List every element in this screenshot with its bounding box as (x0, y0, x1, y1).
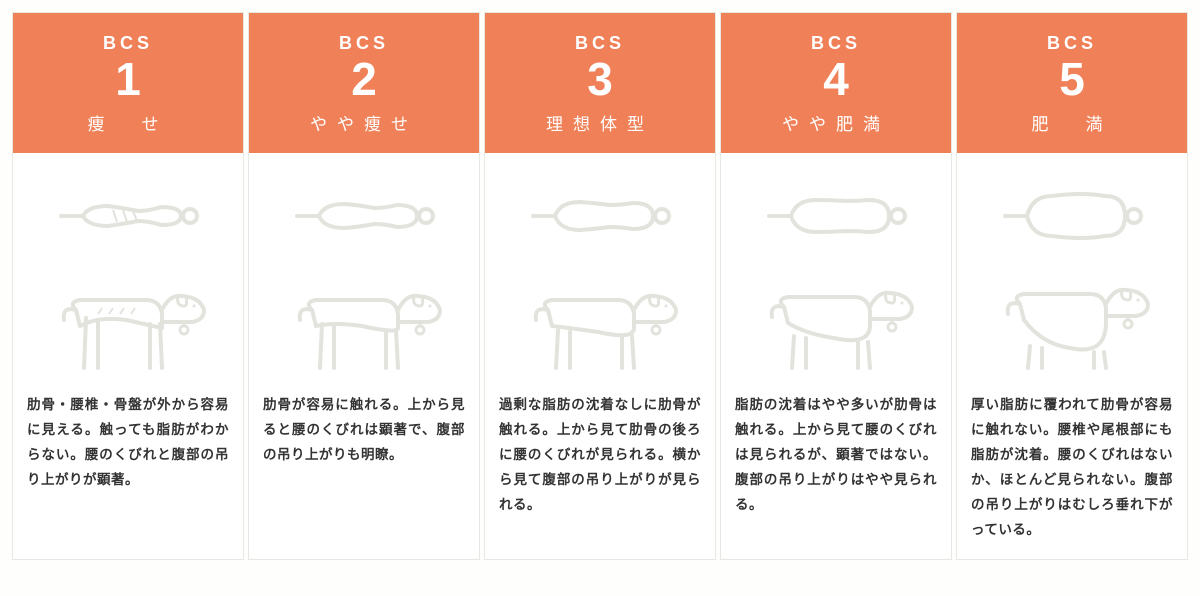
bcs-number: 4 (823, 56, 849, 102)
bcs-number: 3 (587, 56, 613, 102)
dog-side-view-icon (992, 260, 1152, 380)
bcs-column-3: BCS3 理想体型 過剰な脂肪の沈着なしに肋骨が触れる。上から見て肋骨の後ろに腰の… (484, 12, 716, 560)
column-body: 厚い脂肪に覆われて肋骨が容易に触れない。腰椎や尾根部にも脂肪が沈着。腰のくびれは… (957, 153, 1187, 559)
bcs-condition-label: 痩 せ (88, 110, 169, 135)
bcs-number: 5 (1059, 56, 1085, 102)
bcs-label: BCS (103, 33, 153, 54)
dog-top-view-icon (525, 186, 675, 246)
dog-side-view-icon (48, 260, 208, 380)
dog-top-view-icon (997, 186, 1147, 246)
bcs-description: 肋骨・腰椎・骨盤が外から容易に見える。触っても脂肪がわからない。腰のくびれと腹部… (27, 393, 229, 493)
bcs-number: 2 (351, 56, 377, 102)
dog-top-view-icon (761, 186, 911, 246)
dog-illustration (263, 173, 465, 393)
bcs-label: BCS (1047, 33, 1097, 54)
dog-side-view-icon (520, 260, 680, 380)
column-body: 脂肪の沈着はやや多いが肋骨は触れる。上から見て腰のくびれは見られるが、顕著ではな… (721, 153, 951, 559)
column-header: BCS3 理想体型 (485, 13, 715, 153)
column-header: BCS2 やや痩せ (249, 13, 479, 153)
column-body: 過剰な脂肪の沈着なしに肋骨が触れる。上から見て肋骨の後ろに腰のくびれが見られる。… (485, 153, 715, 559)
bcs-description: 厚い脂肪に覆われて肋骨が容易に触れない。腰椎や尾根部にも脂肪が沈着。腰のくびれは… (971, 393, 1173, 543)
bcs-description: 肋骨が容易に触れる。上から見ると腰のくびれは顕著で、腹部の吊り上がりも明瞭。 (263, 393, 465, 468)
dog-illustration (27, 173, 229, 393)
column-header: BCS5 肥 満 (957, 13, 1187, 153)
bcs-column-2: BCS2 やや痩せ 肋骨が容易に触れる。上から見ると腰のくびれは顕著で、腹部の吊り… (248, 12, 480, 560)
dog-illustration (735, 173, 937, 393)
bcs-label: BCS (811, 33, 861, 54)
bcs-condition-label: やや痩せ (310, 110, 418, 135)
bcs-label: BCS (575, 33, 625, 54)
bcs-column-5: BCS5 肥 満 厚い脂肪に覆われて肋骨が容易に触れない。腰椎や尾根部にも脂肪が沈… (956, 12, 1188, 560)
column-body: 肋骨が容易に触れる。上から見ると腰のくびれは顕著で、腹部の吊り上がりも明瞭。 (249, 153, 479, 559)
bcs-condition-label: 理想体型 (546, 110, 654, 135)
dog-illustration (971, 173, 1173, 393)
bcs-chart: BCS1痩 せ 肋骨・腰椎・骨盤が外から容易に見える。触っても脂肪がわからない。… (0, 0, 1200, 572)
bcs-condition-label: 肥 満 (1032, 110, 1113, 135)
bcs-condition-label: やや肥満 (782, 110, 890, 135)
dog-illustration (499, 173, 701, 393)
dog-top-view-icon (289, 186, 439, 246)
bcs-description: 脂肪の沈着はやや多いが肋骨は触れる。上から見て腰のくびれは見られるが、顕著ではな… (735, 393, 937, 518)
column-header: BCS4 やや肥満 (721, 13, 951, 153)
column-body: 肋骨・腰椎・骨盤が外から容易に見える。触っても脂肪がわからない。腰のくびれと腹部… (13, 153, 243, 559)
bcs-column-4: BCS4 やや肥満 脂肪の沈着はやや多いが肋骨は触れる。上から見て腰のくびれは見ら… (720, 12, 952, 560)
bcs-column-1: BCS1 痩 せ 肋骨・腰椎・骨盤が外から容易に見える。触っても脂肪がわからない。… (12, 12, 244, 560)
bcs-number: 1 (115, 56, 141, 102)
dog-side-view-icon (756, 260, 916, 380)
dog-top-view-icon (53, 186, 203, 246)
dog-side-view-icon (284, 260, 444, 380)
column-header: BCS1 痩 せ (13, 13, 243, 153)
bcs-description: 過剰な脂肪の沈着なしに肋骨が触れる。上から見て肋骨の後ろに腰のくびれが見られる。… (499, 393, 701, 518)
bcs-label: BCS (339, 33, 389, 54)
